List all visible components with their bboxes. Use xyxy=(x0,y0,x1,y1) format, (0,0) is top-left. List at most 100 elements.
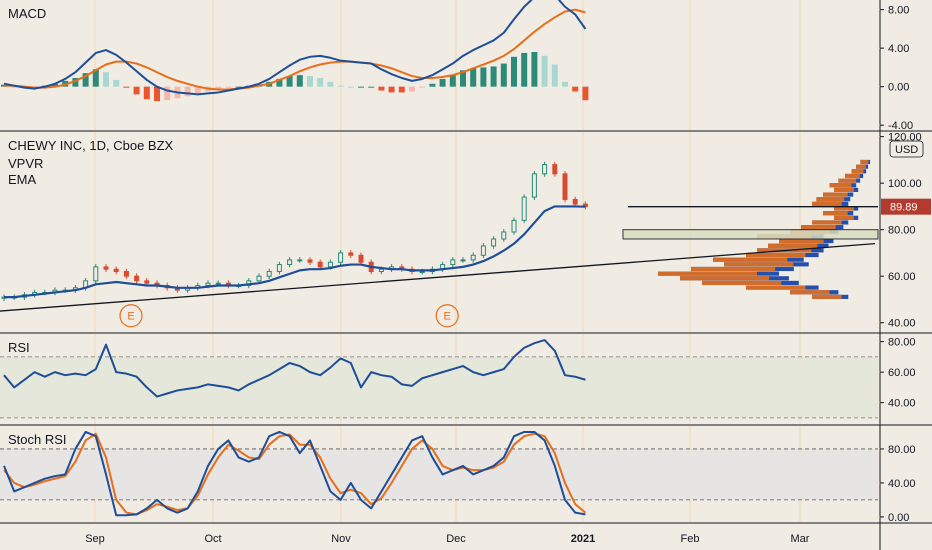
macd-tick-label-3: -4.00 xyxy=(888,120,913,132)
macd-hist-bar-8 xyxy=(82,73,89,87)
macd-hist-bar-13 xyxy=(133,86,140,95)
macd-hist-bar-56 xyxy=(572,86,579,92)
support-trendline xyxy=(0,242,876,312)
macd-hist-bar-7 xyxy=(72,78,79,87)
macd-hist-bar-45 xyxy=(460,70,466,87)
macd-hist-bar-16 xyxy=(164,86,171,101)
vpvr-bar-orange-18 xyxy=(823,211,848,216)
macd-hist-bar-47 xyxy=(480,67,487,87)
macd-hist-bar-31 xyxy=(317,78,324,87)
macd-hist-bar-5 xyxy=(52,83,58,87)
macd-hist-bar-53 xyxy=(541,55,548,87)
macd-hist-bar-49 xyxy=(500,63,507,87)
candle-body-48 xyxy=(491,238,497,247)
x-tick-label-1: Oct xyxy=(204,533,221,545)
vpvr-bar-orange-17 xyxy=(834,215,854,220)
candle-body-12 xyxy=(123,271,129,277)
candle-body-37 xyxy=(378,268,384,273)
candle-body-31 xyxy=(317,261,323,268)
currency-box xyxy=(889,140,924,158)
macd-hist-bar-37 xyxy=(378,86,385,91)
candle-body-53 xyxy=(542,164,548,175)
macd-hist-bar-36 xyxy=(368,86,375,88)
candle-body-55 xyxy=(562,173,568,200)
vpvr-bar-orange-0 xyxy=(812,294,842,299)
stoch-tick-label-1: 40.00 xyxy=(888,478,916,490)
candle-body-32 xyxy=(327,261,333,268)
candle-body-34 xyxy=(348,252,354,256)
macd-hist-bar-9 xyxy=(92,69,99,87)
price-tick-label-3: 60.00 xyxy=(888,271,916,283)
macd-hist-bar-43 xyxy=(439,78,446,87)
vpvr-bar-orange-23 xyxy=(834,187,854,192)
candle-body-11 xyxy=(113,268,119,273)
vpvr-bar-orange-12 xyxy=(779,238,824,244)
vpvr-bar-orange-21 xyxy=(816,197,845,202)
candle-body-41 xyxy=(419,271,425,274)
vpvr-bar-orange-4 xyxy=(680,276,770,281)
x-tick-label-2: Nov xyxy=(331,533,351,545)
macd-hist-bar-21 xyxy=(215,86,222,90)
macd-hist-bar-46 xyxy=(470,68,477,87)
candle-body-45 xyxy=(460,259,466,262)
candle-body-52 xyxy=(531,173,537,198)
price-title: CHEWY INC, 1D, Cboe BZX xyxy=(8,138,174,153)
macd-hist-bar-57 xyxy=(582,86,589,101)
rsi-tick-label-0: 80.00 xyxy=(888,337,916,349)
vpvr-bar-orange-1 xyxy=(790,290,830,295)
vpvr-bar-orange-16 xyxy=(812,220,842,225)
macd-hist-bar-27 xyxy=(276,78,283,87)
macd-signal-line xyxy=(4,8,586,91)
earnings-marker-circle-1 xyxy=(435,304,459,328)
vpvr-bar-orange-5 xyxy=(658,271,757,276)
candle-body-33 xyxy=(338,252,344,263)
macd-hist-bar-48 xyxy=(490,66,497,87)
vpvr-bar-orange-22 xyxy=(823,192,848,197)
stoch-tick-label-0: 80.00 xyxy=(888,444,916,456)
last-price-tag xyxy=(881,198,931,215)
candle-body-21 xyxy=(215,282,221,285)
macd-hist-bar-51 xyxy=(521,52,528,87)
rsi-tick-label-1: 60.00 xyxy=(888,367,916,379)
candle-body-9 xyxy=(93,266,99,282)
macd-title: MACD xyxy=(8,6,46,21)
x-tick-label-5: Feb xyxy=(681,533,700,545)
macd-hist-bar-18 xyxy=(184,86,191,97)
candle-body-13 xyxy=(134,275,140,282)
macd-hist-bar-1 xyxy=(11,86,18,88)
macd-hist-bar-34 xyxy=(347,86,354,88)
vpvr-bar-orange-19 xyxy=(834,206,854,211)
macd-hist-bar-33 xyxy=(337,85,344,87)
candle-body-20 xyxy=(205,282,211,286)
candle-body-26 xyxy=(266,271,272,277)
vpvr-bar-orange-7 xyxy=(724,262,794,267)
macd-hist-bar-42 xyxy=(429,83,436,87)
macd-hist-bar-23 xyxy=(235,86,242,88)
earnings-marker-label-1: E xyxy=(444,311,451,323)
ema-line xyxy=(4,205,586,299)
macd-line xyxy=(3,0,587,96)
vpvr-bar-orange-9 xyxy=(746,252,806,258)
indicator-label-1: EMA xyxy=(8,172,37,187)
vpvr-bar-orange-3 xyxy=(702,280,782,286)
stoch-band xyxy=(0,448,878,500)
price-tick-label-1: 100.00 xyxy=(888,178,922,190)
macd-hist-bar-35 xyxy=(358,86,364,88)
vpvr-bar-orange-28 xyxy=(856,164,866,169)
macd-hist-bar-40 xyxy=(409,86,415,92)
candle-body-25 xyxy=(256,275,262,282)
candle-body-49 xyxy=(501,231,507,240)
macd-hist-bar-55 xyxy=(562,81,568,87)
vpvr-bar-orange-25 xyxy=(838,178,857,183)
rsi-band xyxy=(0,356,878,418)
price-tick-label-4: 40.00 xyxy=(888,318,916,330)
macd-tick-label-1: 4.00 xyxy=(888,43,909,55)
macd-hist-bar-52 xyxy=(531,52,538,87)
x-tick-label-4: 2021 xyxy=(571,533,595,545)
macd-hist-bar-15 xyxy=(154,86,160,102)
candle-body-51 xyxy=(521,196,527,221)
vpvr-bar-orange-11 xyxy=(768,243,818,248)
rsi-tick-label-2: 40.00 xyxy=(888,398,916,410)
